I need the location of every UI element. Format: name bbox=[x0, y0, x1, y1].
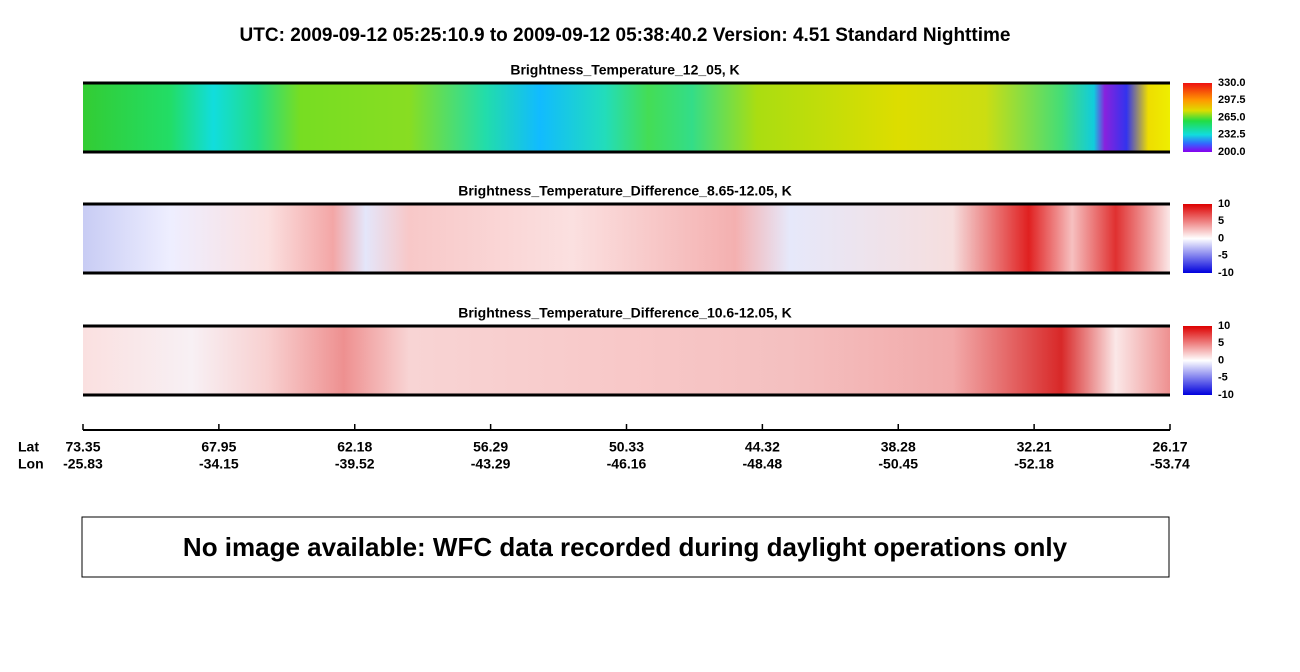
lon-tick-label: -52.18 bbox=[1014, 456, 1054, 472]
notice: No image available: WFC data recorded du… bbox=[183, 532, 1068, 562]
lat-tick-label: 67.95 bbox=[201, 439, 236, 455]
lat-label: Lat bbox=[18, 439, 39, 455]
colorbar-label: 330.0 bbox=[1218, 77, 1246, 89]
lat-tick-label: 38.28 bbox=[881, 439, 916, 455]
colorbar-label: 297.5 bbox=[1218, 94, 1246, 106]
lat-tick-label: 62.18 bbox=[337, 439, 372, 455]
colorbar bbox=[1183, 326, 1212, 395]
notice-box bbox=[81, 516, 1170, 578]
lat-tick-label: 56.29 bbox=[473, 439, 508, 455]
panel-title: Brightness_Temperature_Difference_8.65-1… bbox=[458, 183, 792, 199]
colorbar-label: 0 bbox=[1218, 354, 1224, 366]
lon-tick-label: -53.74 bbox=[1150, 456, 1190, 472]
colorbar-label: 5 bbox=[1218, 215, 1224, 227]
lat-tick-label: 26.17 bbox=[1152, 439, 1187, 455]
image-strip bbox=[83, 326, 1170, 395]
lon-tick-label: -34.15 bbox=[199, 456, 239, 472]
colorbar bbox=[1183, 83, 1212, 152]
lat-tick-label: 44.32 bbox=[745, 439, 780, 455]
lat-tick-label: 50.33 bbox=[609, 439, 644, 455]
lat-tick-label: 73.35 bbox=[65, 439, 100, 455]
lon-tick-label: -43.29 bbox=[471, 456, 511, 472]
colorbar-label: 5 bbox=[1218, 337, 1224, 349]
colorbar-label: 10 bbox=[1218, 320, 1230, 332]
colorbar-label: 0 bbox=[1218, 232, 1224, 244]
panel-title: Brightness_Temperature_Difference_10.6-1… bbox=[458, 305, 792, 321]
colorbar-label: -5 bbox=[1218, 372, 1228, 384]
lon-tick-label: -48.48 bbox=[743, 456, 783, 472]
lon-label: Lon bbox=[18, 456, 44, 472]
colorbar-label: -10 bbox=[1218, 267, 1234, 279]
lon-tick-label: -25.83 bbox=[63, 456, 103, 472]
colorbar bbox=[1183, 204, 1212, 273]
lon-tick-label: -50.45 bbox=[878, 456, 918, 472]
image-strip bbox=[83, 204, 1170, 273]
colorbar-label: 232.5 bbox=[1218, 129, 1246, 141]
colorbar-label: -5 bbox=[1218, 250, 1228, 262]
image-strip bbox=[83, 83, 1170, 152]
lat-tick-label: 32.21 bbox=[1017, 439, 1052, 455]
title: UTC: 2009-09-12 05:25:10.9 to 2009-09-12… bbox=[240, 25, 1011, 46]
colorbar-label: -10 bbox=[1218, 389, 1234, 401]
panel-title: Brightness_Temperature_12_05, K bbox=[510, 62, 739, 78]
colorbar-label: 200.0 bbox=[1218, 146, 1246, 158]
lon-tick-label: -46.16 bbox=[607, 456, 647, 472]
colorbar-label: 265.0 bbox=[1218, 111, 1246, 123]
colorbar-label: 10 bbox=[1218, 198, 1230, 210]
lon-tick-label: -39.52 bbox=[335, 456, 375, 472]
